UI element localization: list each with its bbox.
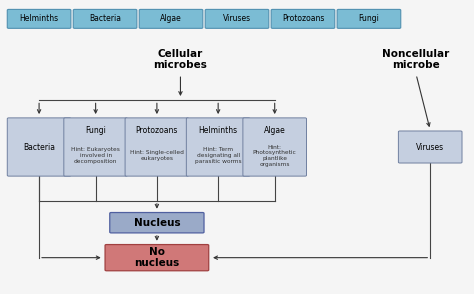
FancyBboxPatch shape xyxy=(125,118,189,176)
Text: Helminths: Helminths xyxy=(19,14,59,23)
FancyBboxPatch shape xyxy=(73,9,137,28)
FancyBboxPatch shape xyxy=(398,131,462,163)
Text: Hint: Term
designating all
parasitic worms: Hint: Term designating all parasitic wor… xyxy=(195,147,241,164)
FancyBboxPatch shape xyxy=(243,118,307,176)
FancyBboxPatch shape xyxy=(64,118,128,176)
FancyBboxPatch shape xyxy=(7,118,71,176)
FancyBboxPatch shape xyxy=(205,9,269,28)
Text: Nucleus: Nucleus xyxy=(134,218,180,228)
Text: Viruses: Viruses xyxy=(416,143,444,151)
Text: Bacteria: Bacteria xyxy=(89,14,121,23)
Text: Protozoans: Protozoans xyxy=(136,126,178,135)
FancyBboxPatch shape xyxy=(105,245,209,271)
FancyBboxPatch shape xyxy=(271,9,335,28)
FancyBboxPatch shape xyxy=(139,9,203,28)
Text: No
nucleus: No nucleus xyxy=(134,247,180,268)
FancyBboxPatch shape xyxy=(110,213,204,233)
Text: Noncellular
microbe: Noncellular microbe xyxy=(383,49,450,71)
Text: Protozoans: Protozoans xyxy=(282,14,324,23)
Text: Algae: Algae xyxy=(160,14,182,23)
FancyBboxPatch shape xyxy=(7,9,71,28)
Text: Hint: Single-celled
eukaryotes: Hint: Single-celled eukaryotes xyxy=(130,150,184,161)
Text: Helminths: Helminths xyxy=(199,126,238,135)
Text: Cellular
microbes: Cellular microbes xyxy=(154,49,208,71)
Text: Hint: Eukaryotes
involved in
decomposition: Hint: Eukaryotes involved in decompositi… xyxy=(71,147,120,164)
FancyBboxPatch shape xyxy=(337,9,401,28)
Text: Bacteria: Bacteria xyxy=(23,143,55,151)
Text: Hint:
Photosynthetic
plantlike
organisms: Hint: Photosynthetic plantlike organisms xyxy=(253,145,297,167)
Text: Fungi: Fungi xyxy=(358,14,379,23)
Text: Fungi: Fungi xyxy=(85,126,106,135)
Text: Viruses: Viruses xyxy=(223,14,251,23)
Text: Algae: Algae xyxy=(264,126,285,135)
FancyBboxPatch shape xyxy=(186,118,250,176)
